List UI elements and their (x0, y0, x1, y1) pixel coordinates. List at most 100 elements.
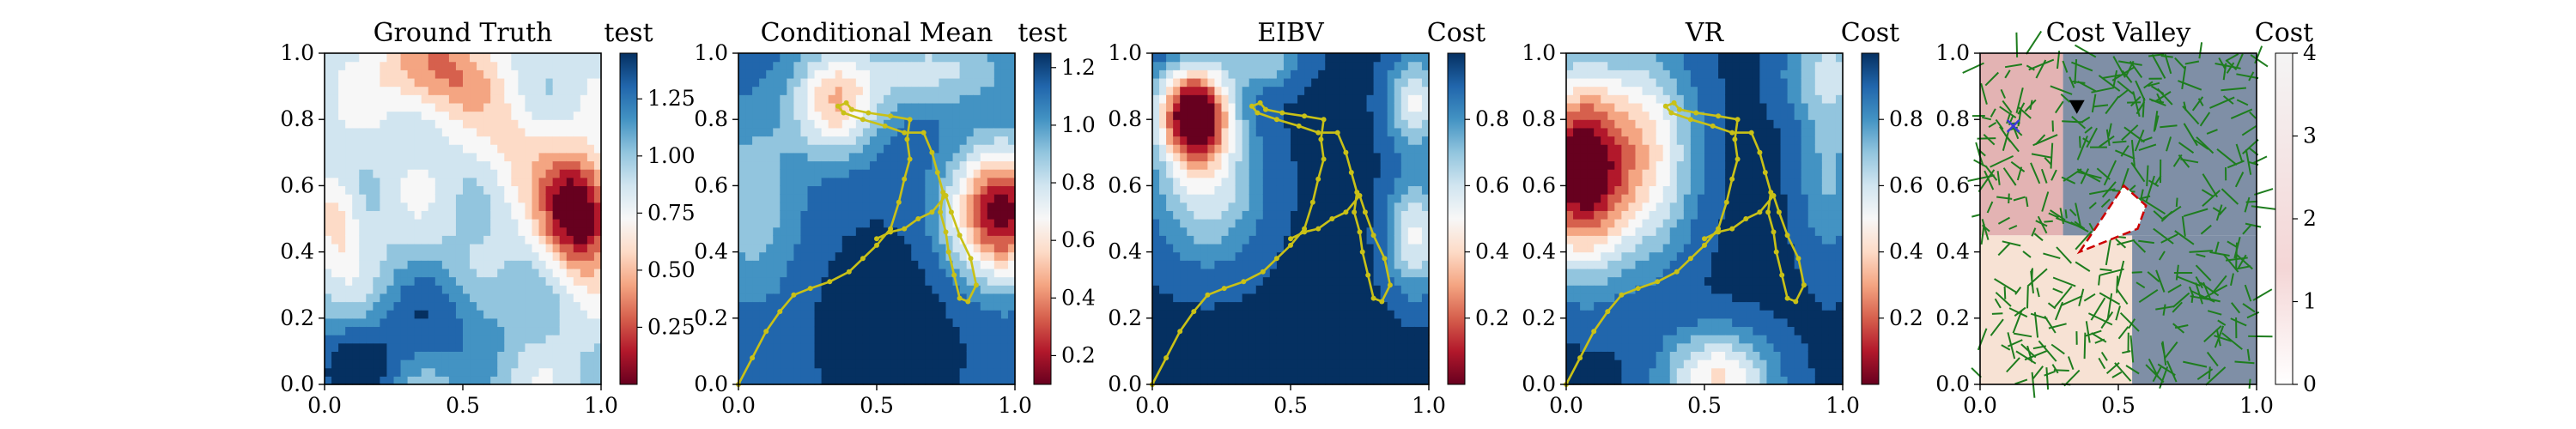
heatmap-cell (580, 53, 588, 63)
heatmap-cell (904, 293, 912, 303)
heatmap-cell (421, 144, 429, 154)
heatmap-cell (738, 367, 746, 377)
heatmap-cell (1297, 360, 1305, 369)
heatmap-cell (1373, 194, 1382, 203)
heatmap-cell (993, 210, 1002, 220)
heatmap-cell (993, 317, 1002, 328)
heatmap-cell (483, 102, 491, 112)
heatmap-cell (1380, 235, 1388, 245)
heatmap-cell (1000, 235, 1009, 245)
heatmap-cell (1228, 160, 1236, 170)
heatmap-cell (787, 360, 794, 369)
heatmap-cell (1166, 136, 1174, 145)
heatmap-cell (1380, 86, 1388, 95)
heatmap-cell (380, 235, 388, 245)
heatmap-cell (959, 202, 968, 211)
heatmap-cell (987, 210, 995, 220)
heatmap-cell (380, 152, 388, 162)
heatmap-cell (1346, 360, 1354, 369)
heatmap-cell (904, 227, 912, 236)
heatmap-cell (973, 136, 981, 145)
heatmap-cell (1359, 136, 1368, 145)
heatmap-cell (877, 194, 884, 203)
heatmap-cell (386, 144, 395, 154)
heatmap-cell (393, 342, 402, 352)
heatmap-cell (448, 144, 457, 154)
heatmap-cell (421, 111, 429, 120)
heatmap-cell (897, 177, 905, 186)
heatmap-cell (821, 326, 829, 335)
heatmap-cell (793, 144, 802, 154)
heatmap-cell (1228, 260, 1236, 269)
heatmap-cell (1352, 268, 1361, 278)
heatmap-cell (773, 94, 781, 104)
heatmap-cell (932, 61, 940, 70)
heatmap-cell (1276, 177, 1285, 186)
heatmap-cell (773, 119, 781, 129)
trajectory-point (1321, 117, 1327, 123)
heatmap-cell (1180, 136, 1188, 145)
heatmap-cell (738, 227, 746, 236)
heatmap-cell (1332, 243, 1340, 253)
heatmap-cell (1200, 342, 1208, 352)
heatmap-cell (884, 335, 891, 344)
heatmap-cell (966, 119, 975, 129)
heatmap-cell (890, 119, 898, 129)
heatmap-cell (1152, 61, 1160, 70)
heatmap-cell (1007, 177, 1016, 186)
heatmap-cell (759, 94, 767, 104)
heatmap-cell (890, 53, 898, 63)
heatmap-cell (593, 69, 602, 79)
heatmap-cell (1352, 86, 1361, 95)
heatmap-cell (1346, 285, 1354, 294)
heatmap-cell (828, 177, 836, 186)
heatmap-cell (1394, 367, 1402, 377)
heatmap-cell (1152, 268, 1160, 278)
heatmap-cell (945, 77, 954, 88)
heatmap-cell (1249, 260, 1257, 269)
heatmap-cell (1421, 160, 1430, 170)
heatmap-cell (545, 160, 554, 170)
heatmap-cell (1159, 202, 1167, 211)
heatmap-cell (918, 194, 926, 203)
heatmap-cell (338, 367, 346, 377)
heatmap-cell (1325, 367, 1333, 377)
heatmap-cell (877, 86, 884, 95)
heatmap-cell (959, 317, 968, 328)
heatmap-cell (773, 276, 781, 286)
heatmap-cell (1359, 94, 1368, 104)
heatmap-cell (331, 94, 339, 104)
heatmap-cell (593, 360, 602, 369)
heatmap-cell (421, 360, 429, 369)
heatmap-cell (593, 53, 602, 63)
heatmap-cell (407, 194, 416, 203)
heatmap-cell (525, 227, 533, 236)
heatmap-cell (1283, 77, 1291, 88)
heatmap-cell (807, 169, 816, 178)
heatmap-cell (993, 351, 1002, 360)
heatmap-cell (1255, 293, 1264, 303)
heatmap-cell (1173, 367, 1181, 377)
heatmap-cell (1346, 268, 1354, 278)
heatmap-cell (428, 185, 436, 195)
heatmap-cell (532, 317, 540, 328)
heatmap-cell (1173, 102, 1181, 112)
heatmap-cell (1194, 276, 1201, 286)
heatmap-cell (925, 69, 933, 79)
heatmap-cell (918, 69, 926, 79)
heatmap-cell (325, 335, 332, 344)
heatmap-cell (552, 69, 561, 79)
heatmap-cell (1221, 102, 1230, 112)
heatmap-cell (939, 285, 947, 294)
y-tick-label: 0.2 (1108, 305, 1142, 330)
heatmap-cell (1007, 210, 1016, 220)
heatmap-cell (352, 169, 360, 178)
heatmap-cell (359, 301, 367, 311)
heatmap-cell (945, 285, 954, 294)
heatmap-cell (477, 69, 484, 79)
heatmap-cell (766, 268, 774, 278)
heatmap-cell (800, 210, 809, 220)
heatmap-cell (345, 210, 353, 220)
heatmap-cell (1007, 202, 1016, 211)
heatmap-cell (545, 235, 554, 245)
